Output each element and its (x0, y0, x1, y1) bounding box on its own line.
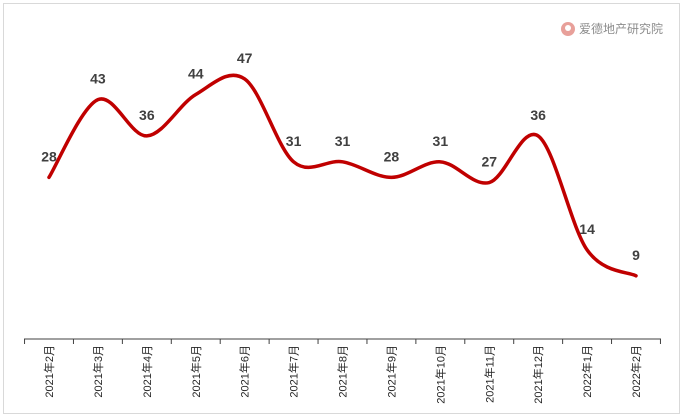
data-point (341, 160, 345, 164)
watermark: 爱德地产研究院 (560, 20, 663, 37)
data-point (292, 160, 296, 164)
x-tick-label: 2021年9月 (384, 345, 398, 398)
data-label: 31 (335, 133, 351, 149)
data-label: 43 (90, 71, 106, 87)
data-label: 44 (188, 65, 204, 81)
data-point (438, 160, 442, 164)
data-point (243, 77, 247, 81)
data-label: 31 (286, 133, 302, 149)
data-label: 27 (481, 154, 497, 170)
data-point (96, 98, 100, 102)
x-tick-label: 2021年7月 (287, 345, 301, 398)
series-layer (47, 73, 638, 278)
data-point (194, 92, 198, 96)
x-tick-label: 2021年6月 (238, 345, 252, 398)
x-tick-label: 2021年10月 (433, 345, 447, 404)
data-point (487, 181, 491, 185)
aide-logo-icon (560, 21, 575, 36)
data-point (585, 248, 589, 252)
data-label: 36 (139, 107, 155, 123)
data-label: 9 (632, 247, 640, 263)
data-point (389, 175, 393, 179)
data-label: 14 (579, 221, 595, 237)
data-label: 28 (41, 148, 57, 164)
watermark-text: 爱德地产研究院 (578, 22, 663, 36)
data-point (145, 134, 149, 138)
data-point (47, 175, 51, 179)
x-tick-label: 2021年11月 (482, 345, 496, 403)
data-point (634, 274, 638, 278)
series-line (47, 73, 638, 278)
data-label: 28 (384, 148, 400, 164)
x-tick-label: 2021年2月 (42, 345, 56, 398)
x-tick-label: 2021年12月 (531, 345, 545, 404)
data-label: 31 (433, 133, 449, 149)
data-point (536, 134, 540, 138)
x-tick-label: 2022年2月 (629, 345, 643, 398)
data-label: 36 (530, 107, 546, 123)
x-tick-label: 2021年5月 (189, 345, 203, 398)
data-label: 47 (237, 50, 253, 66)
x-tick-label: 2022年1月 (580, 345, 594, 398)
chart-frame (3, 3, 680, 414)
x-tick-label: 2021年4月 (140, 345, 154, 398)
data-labels: 28 43 36 44 47 31 31 28 31 27 36 14 9 (41, 50, 640, 263)
x-axis (24, 338, 661, 344)
x-tick-label: 2021年3月 (91, 345, 105, 398)
x-tick-label: 2021年8月 (336, 345, 350, 398)
x-tick-labels: 2021年2月 2021年3月 2021年4月 2021年5月 2021年6月 2021年… (42, 345, 643, 404)
